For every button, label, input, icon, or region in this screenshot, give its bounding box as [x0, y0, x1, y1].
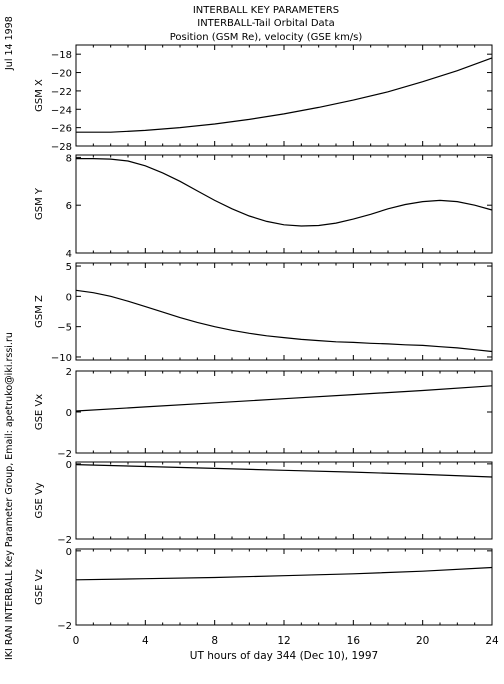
x-tick-label: 16 [347, 635, 361, 647]
panel-frame-gse-vy [75, 461, 493, 540]
series-line-gse-vx [75, 385, 493, 412]
panel-frame-gsm-y [75, 154, 493, 254]
series-line-gse-vz [75, 566, 493, 581]
y-tick-label-gsm-y: 4 [66, 249, 72, 260]
panel-label-gsm-z: GSM Z [34, 295, 45, 328]
y-tick-label-gsm-z: 5 [66, 262, 72, 273]
date-stamp: Jul 14 1998 [4, 16, 15, 71]
y-tick-label-gsm-x: −18 [51, 50, 72, 61]
y-tick-label-gse-vz: 0 [66, 547, 72, 558]
panel-frame-gse-vx [75, 370, 493, 454]
y-tick-label-gsm-z: −10 [51, 353, 72, 364]
panel-frame-gse-vz [75, 548, 493, 626]
panel-label-gsm-x: GSM X [34, 79, 45, 112]
credit-line: IKI RAN INTERBALL Key Parameter Group, E… [4, 332, 15, 660]
series-line-gse-vy [75, 464, 493, 478]
panel-label-gse-vx: GSE Vx [34, 394, 45, 430]
y-tick-label-gse-vx: 2 [66, 367, 72, 378]
x-axis-label: UT hours of day 344 (Dec 10), 1997 [190, 650, 378, 662]
y-tick-label-gsm-x: −24 [51, 105, 72, 116]
y-tick-label-gsm-x: −20 [51, 69, 72, 80]
chart-title-line-1: INTERBALL KEY PARAMETERS [193, 5, 339, 16]
panel-label-gsm-y: GSM Y [34, 187, 45, 220]
y-tick-label-gsm-y: 8 [66, 153, 72, 164]
y-tick-label-gse-vz: −2 [57, 621, 72, 632]
x-tick-label: 4 [142, 635, 149, 647]
x-tick-label: 12 [277, 635, 290, 647]
y-tick-label-gsm-z: 0 [66, 292, 72, 303]
x-tick-label: 20 [416, 635, 429, 647]
y-tick-label-gse-vy: 0 [66, 460, 72, 471]
x-tick-label: 0 [73, 635, 80, 647]
series-line-gsm-y [76, 158, 493, 227]
y-tick-label-gsm-x: −22 [51, 87, 72, 98]
y-tick-label-gsm-y: 6 [66, 201, 72, 212]
panel-label-gse-vz: GSE Vz [34, 569, 45, 605]
chart-title-line-3: Position (GSM Re), velocity (GSE km/s) [170, 32, 363, 43]
y-tick-label-gsm-x: −28 [51, 142, 72, 153]
y-tick-label-gsm-x: −26 [51, 124, 72, 135]
x-tick-label: 8 [211, 635, 218, 647]
y-tick-label-gse-vy: −2 [57, 535, 72, 546]
chart-title-line-2: INTERBALL-Tail Orbital Data [197, 18, 334, 29]
y-tick-label-gse-vx: −2 [57, 449, 72, 460]
y-tick-label-gsm-z: −5 [57, 323, 72, 334]
panel-label-gse-vy: GSE Vy [34, 482, 45, 518]
y-tick-label-gse-vx: 0 [66, 408, 72, 419]
x-tick-label: 24 [485, 635, 499, 647]
series-line-gsm-x [76, 57, 493, 133]
series-line-gsm-z [75, 289, 493, 353]
